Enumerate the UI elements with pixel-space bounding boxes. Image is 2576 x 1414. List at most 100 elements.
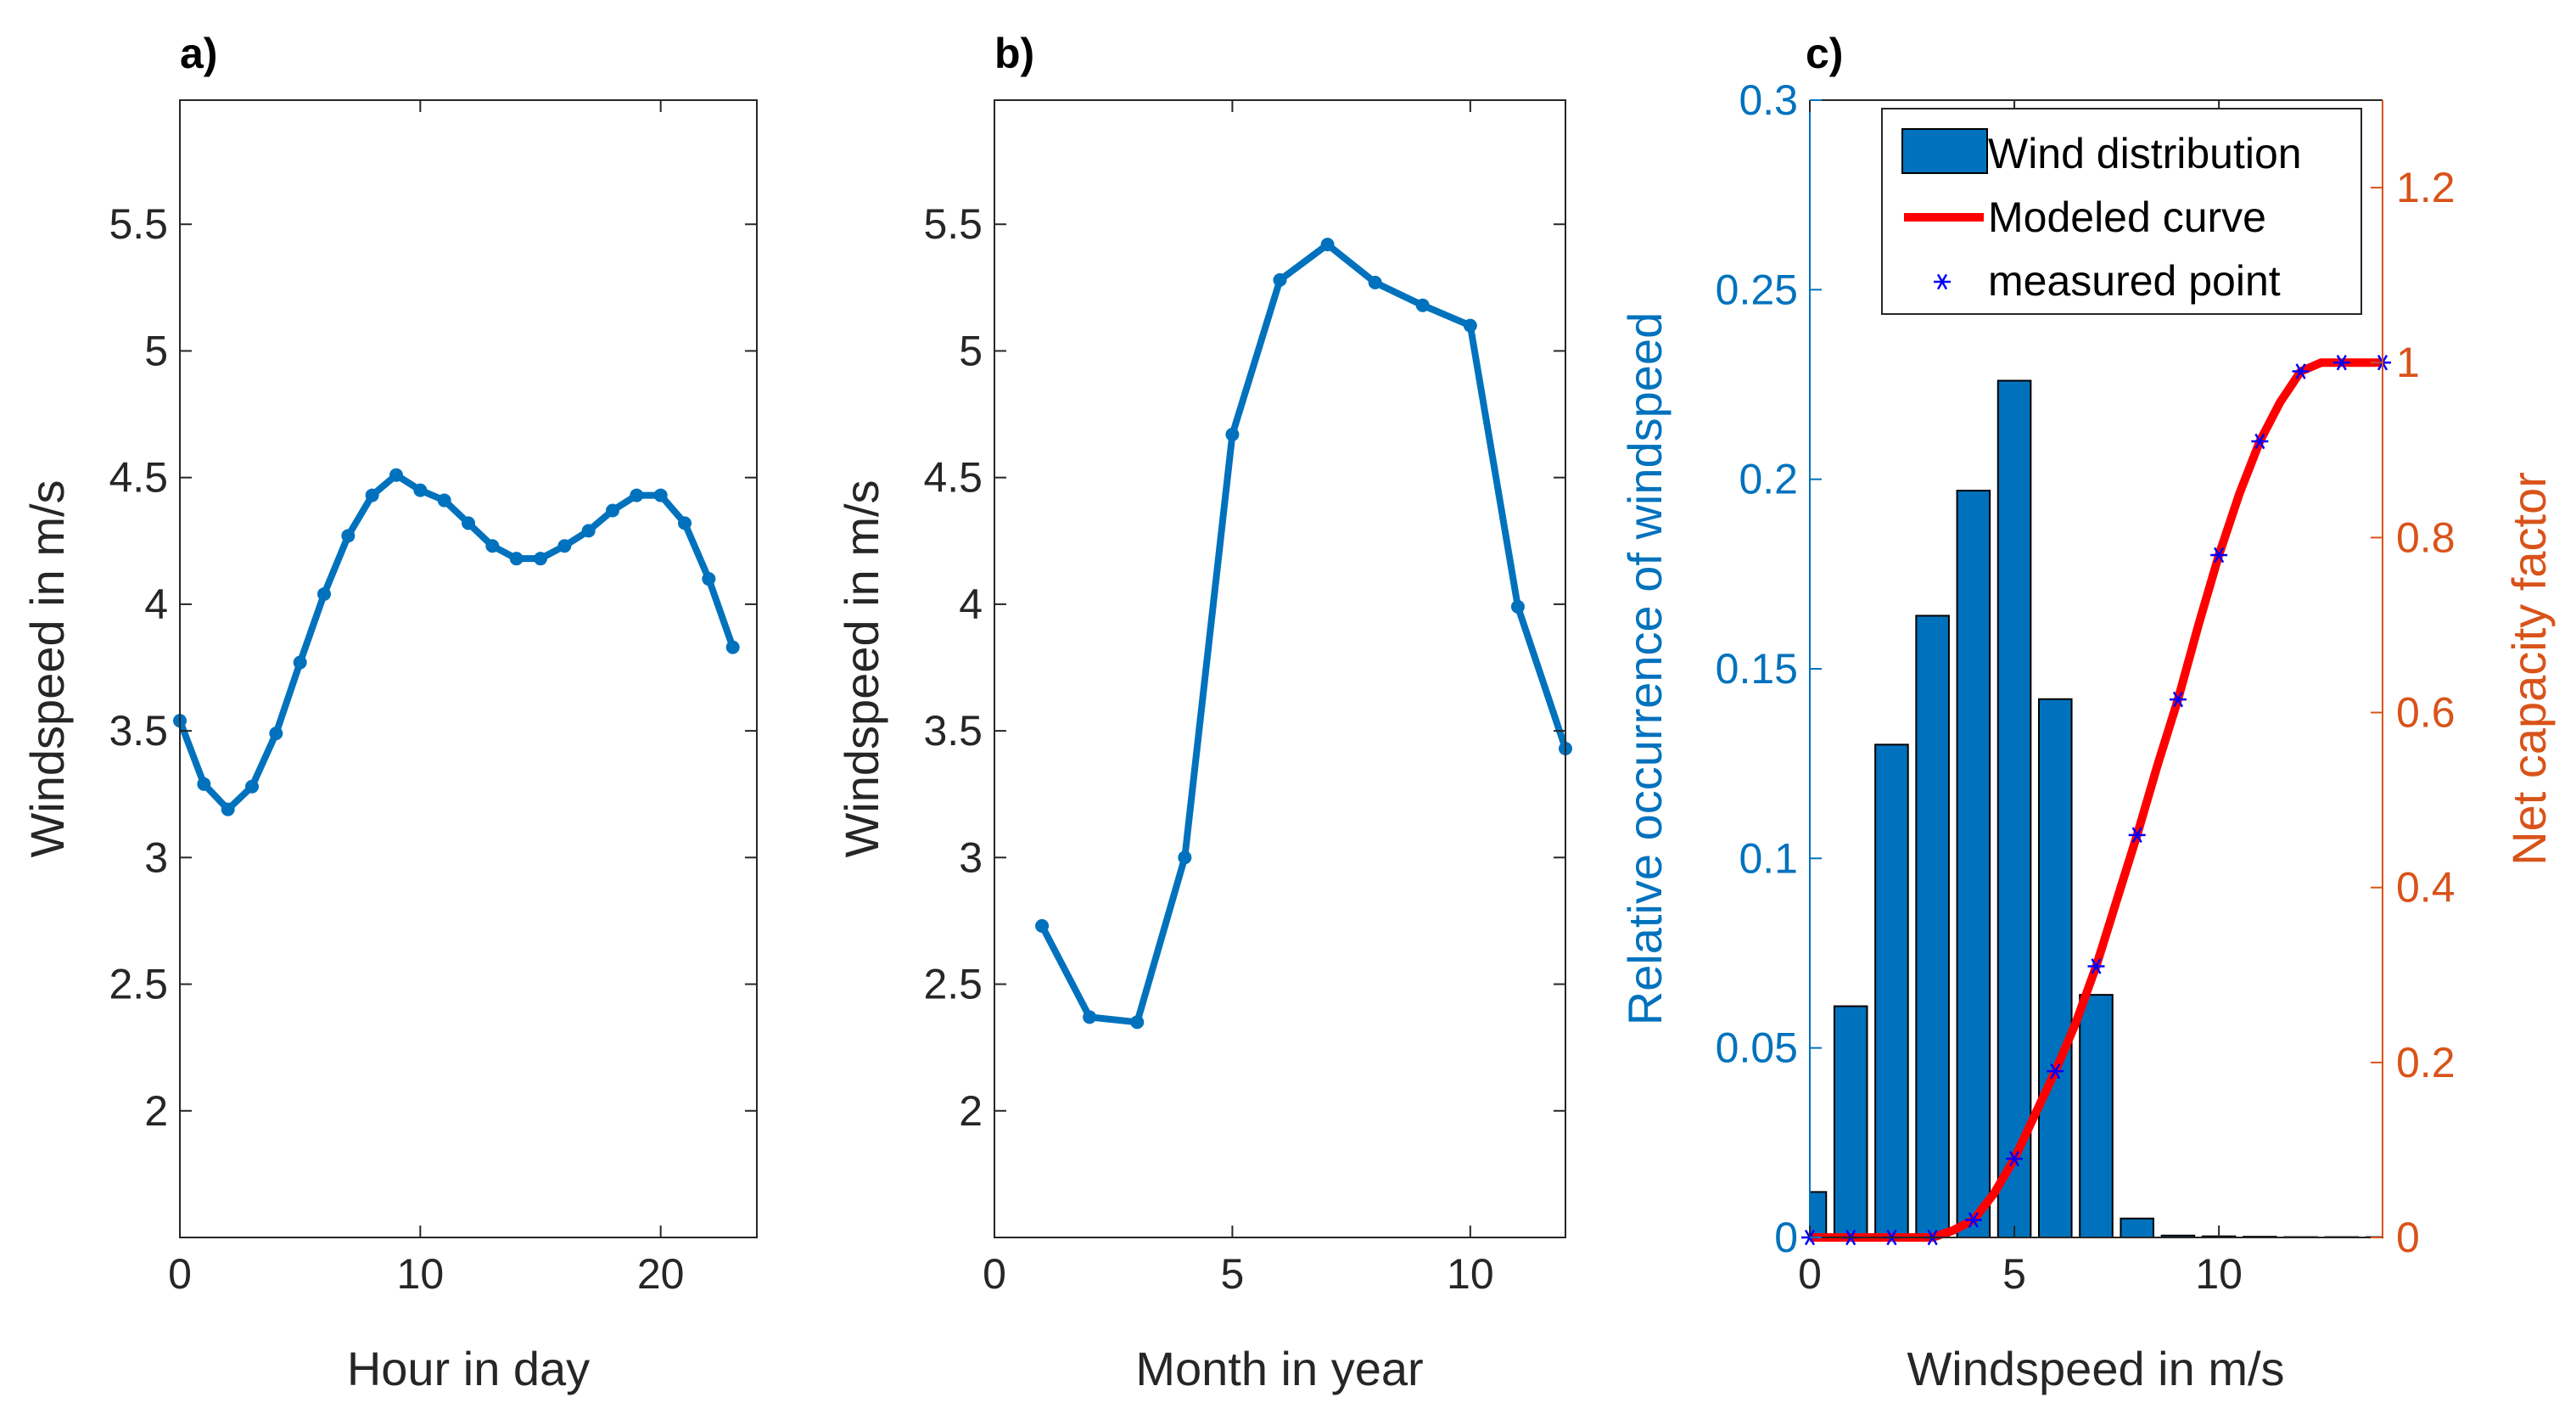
panel-a-data-point: [653, 488, 668, 502]
legend-entry-wind-distribution: Wind distribution: [1988, 130, 2302, 177]
histogram-bar: [1809, 1191, 1828, 1239]
panel-b-data-point: [1415, 298, 1430, 312]
panel-c-legend: Wind distribution Modeled curve measured…: [1881, 108, 2362, 315]
measured-point-marker: [2292, 363, 2310, 379]
measured-point-marker: [2332, 354, 2350, 371]
panel-a-data-point: [293, 655, 307, 670]
panel-a-data-point: [725, 640, 740, 654]
measured-point-marker: [2128, 827, 2146, 844]
legend-entry-measured-point: measured point: [1988, 257, 2281, 305]
histogram-bar: [2079, 994, 2114, 1238]
panel-c-label: c): [1806, 30, 1843, 77]
panel-a-data-point: [269, 727, 283, 741]
panel-c-right-y-tick-label: 0.2: [2396, 1039, 2456, 1086]
panel-a-series-line: [176, 471, 736, 813]
panel-a-data-point: [197, 777, 211, 791]
panel-b-x-tick-label: 5: [1221, 1250, 1245, 1298]
panel-a-x-tick-label: 10: [397, 1250, 445, 1298]
panel-b-y-tick-label: 4: [959, 581, 983, 628]
panel-b-data-point: [1463, 318, 1477, 333]
panel-b-y-axis-label: Windspeed in m/s: [835, 480, 888, 857]
panel-c-x-axis-label: Windspeed in m/s: [1907, 1342, 2284, 1395]
panel-a-data-point: [317, 586, 331, 601]
panel-b-data-point: [1368, 275, 1382, 289]
panel-b-plot-box: [994, 99, 1566, 1238]
legend-entry-modeled-curve: Modeled curve: [1988, 194, 2266, 241]
panel-c-right-y-tick-label: 1: [2396, 339, 2420, 386]
panel-a-data-point: [509, 552, 524, 566]
panel-b-x-axis-label: Month in year: [1135, 1342, 1423, 1395]
panel-c-x-tick-label: 0: [1798, 1250, 1822, 1298]
panel-a-data-point: [485, 539, 500, 553]
histogram-bar: [1956, 490, 1991, 1238]
panel-c-x-tick-label: 10: [2195, 1250, 2243, 1298]
panel-c-left-y-tick-label: 0.05: [1716, 1024, 1798, 1072]
panel-a-data-point: [413, 483, 428, 497]
panel-a-data-point: [606, 503, 619, 518]
panel-a-data-point: [630, 488, 644, 502]
panel-c-right-y-axis-label: Net capacity factor: [2502, 472, 2556, 866]
measured-point-marker: [2047, 1063, 2064, 1080]
measured-point-marker: [1964, 1212, 1982, 1228]
legend-bar-swatch-icon: [1901, 128, 1988, 174]
panel-a-y-tick-label: 2.5: [109, 961, 168, 1008]
panel-b-y-tick-label: 5: [959, 327, 983, 374]
histogram-bar: [1833, 1005, 1868, 1238]
panel-a-data-point: [702, 572, 716, 586]
panel-b-y-tick-label: 2.5: [923, 961, 983, 1008]
panel-b-data-point: [1178, 850, 1192, 865]
histogram-bar: [1874, 743, 1909, 1238]
panel-c-right-y-tick-label: 0.6: [2396, 689, 2456, 737]
panel-b-data-point: [1035, 918, 1050, 933]
panel-b-y-tick-label: 3: [959, 833, 983, 881]
histogram-bar: [1996, 379, 2032, 1238]
panel-c-right-y-tick-label: 0.4: [2396, 864, 2456, 912]
histogram-bar: [2120, 1217, 2154, 1238]
panel-c-right-y-tick-label: 0.8: [2396, 513, 2456, 561]
panel-c-left-y-tick-label: 0.1: [1739, 834, 1798, 882]
panel-c-left-y-tick-label: 0.3: [1739, 76, 1798, 124]
panel-a-data-point: [437, 493, 451, 508]
panel-a-data-point: [389, 468, 403, 482]
panel-b-data-point: [1083, 1010, 1097, 1024]
panel-b-label: b): [994, 30, 1034, 77]
panel-c-wind-distribution: c) 0 5 10 0 0.05 0.1 0.15 0.2 0.25 0.3 0 0.2 0.4 0.6 0…: [1618, 30, 2556, 1395]
panel-b-data-point: [1320, 238, 1335, 252]
measured-point-marker: [2210, 547, 2228, 564]
panel-c-left-y-tick-label: 0.15: [1716, 645, 1798, 693]
measured-point-marker: [2251, 433, 2269, 450]
panel-a-data-point: [245, 779, 259, 794]
panel-a-data-point: [341, 529, 356, 543]
modeled-curve-line: [1810, 358, 2383, 1242]
histogram-bar: [2038, 698, 2073, 1238]
panel-c-right-y-tick-label: 1.2: [2396, 164, 2456, 211]
panel-b-y-tick-label: 5.5: [923, 200, 983, 248]
measured-point-marker: [2087, 958, 2105, 974]
panel-c-left-y-tick-label: 0.25: [1716, 266, 1798, 313]
measured-point-marker: [2006, 1150, 2024, 1167]
panel-a-y-tick-label: 3.5: [109, 707, 168, 755]
panel-c-right-y-tick-label: 0: [2396, 1214, 2420, 1261]
panel-a-y-tick-label: 4: [144, 581, 168, 628]
panel-a-y-tick-label: 2: [144, 1087, 168, 1135]
panel-a-data-point: [462, 516, 475, 530]
panel-a-data-point: [581, 524, 596, 538]
panel-a-x-tick-label: 20: [637, 1250, 685, 1298]
legend-star-stroke: [1934, 273, 1951, 290]
panel-b-x-tick-label: 10: [1447, 1250, 1494, 1298]
panel-a-y-tick-label: 5.5: [109, 200, 168, 248]
panel-b-data-point: [1510, 599, 1525, 614]
panel-a-data-point: [678, 516, 692, 530]
panel-b-data-point: [1273, 272, 1287, 287]
panel-a-y-axis-label: Windspeed in m/s: [20, 480, 74, 857]
panel-b-data-point: [1225, 427, 1240, 441]
panel-b-series-line: [1039, 241, 1569, 1026]
panel-b-y-tick-label: 4.5: [923, 454, 983, 502]
panel-b-monthly-windspeed: b) 0 5 10 2 2.5 3 3.5 4 4.5 5 5.5 Month in year Wi…: [835, 30, 1572, 1395]
panel-a-label: a): [180, 30, 217, 77]
panel-a-data-point: [221, 802, 235, 816]
panel-a-y-tick-label: 3: [144, 833, 168, 881]
panel-a-plot-box: [179, 99, 758, 1238]
panel-a-x-axis-label: Hour in day: [347, 1342, 590, 1395]
